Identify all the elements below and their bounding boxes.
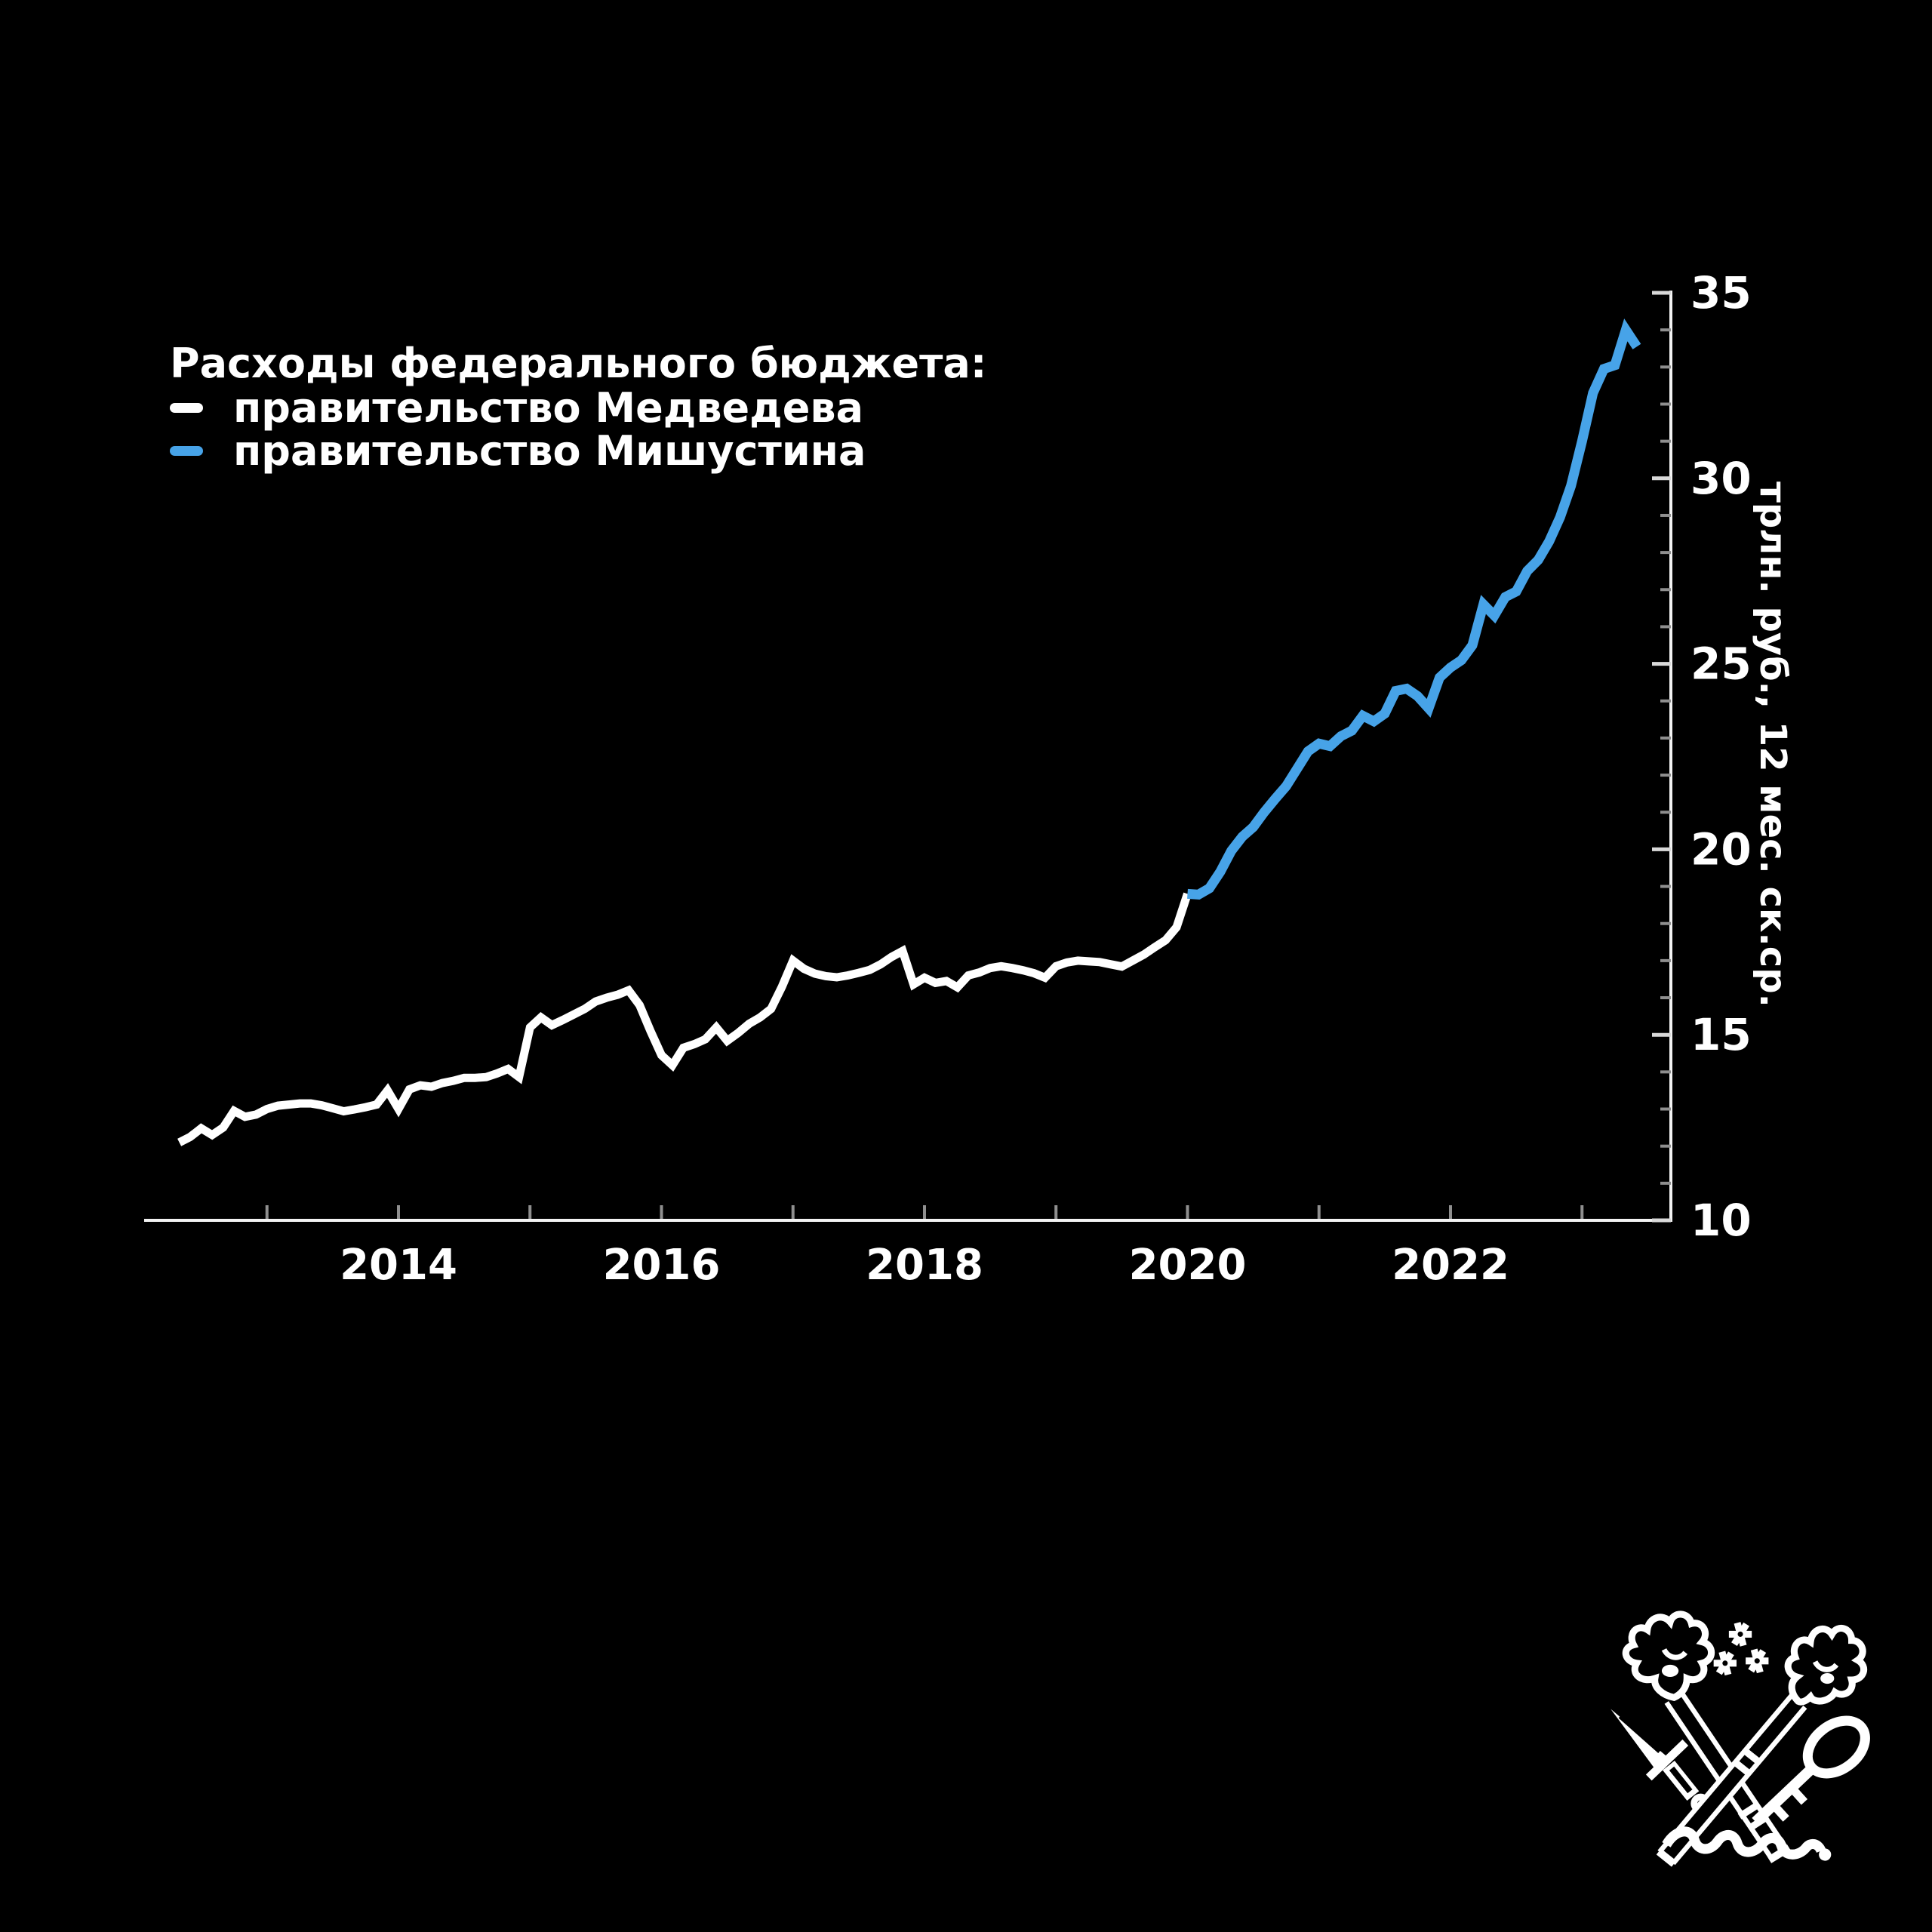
- squiggle-ribbon: [1662, 1826, 1832, 1861]
- stars-icon: [1713, 1622, 1769, 1676]
- y-axis-label: 15: [1690, 1009, 1752, 1060]
- logo-box: [1594, 1601, 1882, 1893]
- mishustin-line-swatch: [170, 446, 203, 456]
- y-axis-label: 30: [1690, 453, 1752, 504]
- y-axis-title: трлн. руб., 12 мес. ск.ср.: [1752, 481, 1794, 1008]
- flame-right: [1784, 1625, 1868, 1706]
- legend-label-mishustin: правительство Мишустина: [233, 427, 866, 475]
- y-axis-label: 35: [1690, 267, 1752, 318]
- series-mishustin-line: [1187, 318, 1641, 900]
- y-axis-label: 10: [1690, 1195, 1752, 1246]
- x-axis-label: 2014: [340, 1241, 457, 1290]
- x-axis-label: 2016: [603, 1241, 721, 1290]
- chart-title: Расходы федерального бюджета:: [170, 340, 987, 387]
- logo-emblem: [1611, 1611, 1870, 1867]
- y-axis-label: 25: [1690, 638, 1752, 690]
- legend-label-medvedev: правительство Медведева: [233, 384, 864, 432]
- legend-item-medvedev: правительство Медведева: [170, 384, 986, 432]
- key-icon: [1752, 1715, 1870, 1826]
- medvedev-line-swatch: [170, 403, 203, 413]
- y-axis-label: 20: [1690, 823, 1752, 875]
- x-axis-label: 2022: [1392, 1241, 1509, 1290]
- x-axis-label: 2018: [866, 1241, 983, 1290]
- series-medvedev-line: [177, 892, 1192, 1146]
- legend-item-mishustin: правительство Мишустина: [170, 427, 986, 475]
- chart-header: Расходы федерального бюджета: правительс…: [170, 340, 987, 475]
- x-axis-label: 2020: [1129, 1241, 1247, 1290]
